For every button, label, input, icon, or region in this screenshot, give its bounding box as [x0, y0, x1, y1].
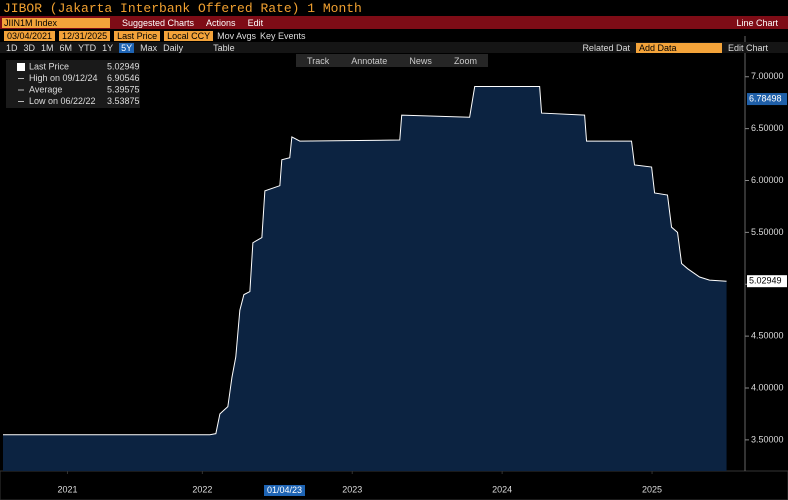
period-bar: 1D 3D 1M 6M YTD 1Y 5Y Max Daily Table Related Dat A…: [0, 42, 788, 53]
period-button[interactable]: 1Y: [102, 42, 114, 53]
end-date[interactable]: 12/31/2025: [59, 31, 111, 41]
legend-value: 6.90546: [107, 73, 140, 83]
edit[interactable]: Edit: [247, 17, 264, 28]
x-tick-label: 2023: [342, 484, 362, 494]
title: JIBOR (Jakarta Interbank Offered Rate) 1…: [3, 0, 362, 16]
area: [3, 86, 727, 471]
axis-marker-label: 5.02949: [749, 276, 782, 286]
toolbar: JIIN1M Index Suggested Charts Actions Ed…: [0, 16, 788, 29]
security[interactable]: JIIN1M Index: [2, 17, 110, 28]
legend-value: 5.39575: [107, 84, 140, 94]
period-button[interactable]: 6M: [59, 42, 73, 53]
y-tick-label: 7.00000: [751, 71, 784, 81]
related-data[interactable]: Related Dat: [582, 42, 630, 53]
settings-bar: 03/04/2021 12/31/2025 Last Price Local C…: [0, 30, 788, 42]
y-tick-label: 5.50000: [751, 227, 784, 237]
period-button[interactable]: 1D: [6, 42, 18, 53]
title-bar: JIBOR (Jakarta Interbank Offered Rate) 1…: [0, 0, 788, 16]
legend-box: [6, 60, 140, 108]
y-tick-label: 6.50000: [751, 123, 784, 133]
tool-bar: Track Annotate News Zoom: [296, 54, 488, 67]
legend-label: Low on 06/22/22: [29, 96, 96, 106]
crosshair-label: 01/04/23: [264, 485, 306, 496]
add-data[interactable]: Add Data: [635, 42, 722, 53]
start-date[interactable]: 03/04/2021: [4, 31, 56, 41]
suggested-charts[interactable]: Suggested Charts: [122, 17, 195, 28]
legend-label: High on 09/12/24: [29, 73, 98, 83]
mov-avgs[interactable]: Mov Avgs: [217, 31, 257, 41]
x-axis-band: [0, 470, 788, 500]
tool-button[interactable]: Annotate: [351, 55, 388, 66]
frequency[interactable]: Daily: [163, 42, 184, 53]
x-tick-label: 2025: [642, 484, 662, 494]
tool-button[interactable]: Zoom: [453, 55, 477, 66]
axis-marker: [747, 93, 787, 106]
y-tick-label: 4.50000: [751, 331, 784, 341]
legend-swatch: [17, 63, 25, 71]
key-events[interactable]: Key Events: [260, 31, 306, 41]
right-controls: Related Dat Add Data Edit Chart: [582, 42, 768, 53]
y-tick-label: 3.50000: [751, 434, 784, 444]
period-button[interactable]: 5Y: [119, 42, 135, 53]
chart-type[interactable]: Line Chart: [736, 17, 778, 28]
axis-marker-label: 6.78498: [749, 93, 782, 103]
edit-chart[interactable]: Edit Chart: [727, 42, 768, 53]
legend-value: 5.02949: [107, 61, 140, 71]
period-button[interactable]: 3D: [23, 42, 36, 53]
period-button[interactable]: Max: [140, 42, 158, 53]
legend-label: Last Price: [29, 61, 69, 71]
legend-label: Average: [29, 84, 62, 94]
x-tick-label: 2022: [192, 484, 212, 494]
axis-marker: [747, 275, 787, 288]
x-tick-label: 2021: [57, 484, 77, 494]
table[interactable]: Table: [213, 42, 235, 53]
line: [3, 86, 727, 436]
y-tick-label: 4.00000: [751, 382, 784, 392]
legend-value: 3.53875: [107, 96, 140, 106]
y-tick-label: 6.00000: [751, 175, 784, 185]
period-button[interactable]: YTD: [78, 42, 97, 53]
field[interactable]: Last Price: [114, 31, 161, 41]
period-button[interactable]: 1M: [41, 42, 54, 53]
x-tick-label: 2024: [492, 484, 512, 494]
actions[interactable]: Actions: [206, 17, 236, 28]
tool-button[interactable]: Track: [307, 55, 330, 66]
currency[interactable]: Local CCY: [164, 31, 214, 41]
tool-button[interactable]: News: [409, 55, 432, 66]
